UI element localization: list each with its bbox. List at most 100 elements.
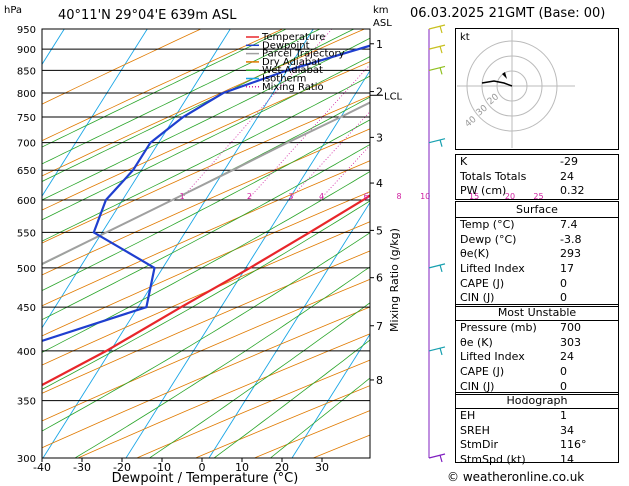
- hodograph-index-row: SREH 34: [456, 424, 618, 439]
- isotherm-line: [291, 333, 370, 458]
- most-unstable-row: Lifted Index 24: [456, 350, 618, 365]
- surface-label: Lifted Index: [460, 262, 525, 276]
- hodograph-index-label: StmDir: [460, 438, 499, 452]
- indices-top-box: K -29 Totals Totals 24 PW (cm) 0.32: [455, 154, 619, 201]
- plot-frame: [41, 28, 371, 459]
- surface-row: CIN (J) 0: [456, 291, 618, 306]
- most-unstable-value: 24: [560, 350, 574, 364]
- pressure-tick-label: 550: [17, 228, 36, 239]
- temperature-line: [42, 194, 370, 387]
- hodograph-indices-box: Hodograph EH 1 SREH 34 StmDir 116° StmSpd (kt)…: [455, 392, 619, 466]
- hodograph-kt-label: kt: [460, 32, 470, 43]
- pressure-tick-label: 900: [17, 45, 36, 56]
- lcl-label: LCL: [384, 91, 403, 102]
- dry-adiabat-line: [77, 333, 370, 458]
- mixing-ratio-tick-label: 25: [533, 192, 543, 201]
- most-unstable-label: Lifted Index: [460, 350, 525, 364]
- most-unstable-value: 0: [560, 379, 567, 393]
- wet-adiabat-line: [42, 119, 370, 292]
- hodograph-index-row: StmDir 116°: [456, 438, 618, 453]
- storm-motion-arrow: [502, 72, 507, 79]
- km-tick-label: 3: [376, 131, 383, 144]
- km-tick-label: 5: [376, 224, 383, 237]
- dry-adiabat-line: [42, 128, 370, 276]
- wind-barb-flag: [439, 347, 443, 356]
- dry-adiabat-line: [42, 250, 370, 394]
- hodograph-index-value: 116°: [560, 438, 587, 452]
- temp-tick-label: -20: [113, 461, 131, 474]
- wind-barb-flag: [439, 454, 443, 463]
- mixing-ratio-tick-label: 4: [319, 192, 324, 201]
- hodograph-index-row: EH 1: [456, 409, 618, 424]
- hodograph-index-value: 1: [560, 409, 567, 422]
- wet-adiabat-line: [42, 37, 370, 201]
- most-unstable-value: 303: [560, 335, 581, 349]
- dry-adiabat-line: [42, 95, 370, 244]
- most-unstable-box: Most Unstable Pressure (mb) 700 θe (K) 303 L…: [455, 304, 619, 396]
- temp-tick-label: 20: [275, 461, 289, 474]
- surface-label: CAPE (J): [460, 276, 505, 290]
- asl-label: ASL: [373, 18, 392, 29]
- index-value: 0.32: [560, 184, 585, 198]
- mixing-ratio-tick-label: 10: [420, 192, 430, 201]
- pressure-tick-label: 500: [17, 264, 36, 275]
- legend-label: Mixing Ratio: [262, 82, 324, 93]
- mixing-ratio-tick-label: 8: [397, 192, 402, 201]
- index-value: -29: [560, 155, 578, 168]
- wind-barb: [428, 44, 446, 50]
- most-unstable-value: 0: [560, 365, 567, 379]
- most-unstable-row: Pressure (mb) 700: [456, 321, 618, 336]
- mixing-ratio-tick-label: 3: [288, 192, 293, 201]
- legend-label: Wet Adiabat: [262, 65, 323, 76]
- hodograph-trace: [481, 80, 513, 87]
- surface-row: Temp (°C) 7.4: [456, 218, 618, 233]
- wind-barb-flag: [439, 25, 443, 34]
- mixing-ratio-tick-label: 1: [180, 192, 185, 201]
- surface-row: Lifted Index 17: [456, 262, 618, 277]
- surface-row: θe(K) 293: [456, 247, 618, 262]
- wind-barb: [428, 346, 446, 352]
- hodograph-index-value: 34: [560, 423, 574, 437]
- pressure-tick-label: 800: [17, 89, 36, 100]
- surface-row: CAPE (J) 0: [456, 277, 618, 292]
- index-label: K: [460, 155, 468, 168]
- dry-adiabat-line: [42, 306, 370, 449]
- wet-adiabat-line: [42, 144, 370, 321]
- parcel-trajectory-line: [42, 101, 370, 266]
- wet-adiabat-line: [42, 56, 370, 221]
- mixing-ratio-tick-label: 20: [505, 192, 515, 201]
- surface-label: θe(K): [460, 247, 490, 261]
- hodograph-index-label: SREH: [460, 423, 490, 437]
- km-tick-label: 7: [376, 320, 383, 333]
- most-unstable-value: 700: [560, 321, 581, 334]
- dry-adiabat-line: [42, 221, 370, 366]
- wet-adiabat-line: [74, 266, 370, 458]
- temp-tick-label: 0: [199, 461, 206, 474]
- location-title: 40°11'N 29°04'E 639m ASL: [58, 8, 237, 23]
- pressure-tick-label: 850: [17, 66, 36, 77]
- surface-value: 17: [560, 262, 574, 276]
- pressure-tick-label: 950: [17, 25, 36, 36]
- legend-label: Isotherm: [262, 74, 306, 85]
- wet-adiabat-line: [213, 339, 370, 458]
- isotherm-line: [42, 29, 231, 329]
- footer-credit: © weatheronline.co.uk: [447, 470, 585, 484]
- mixing-ratio-tick-label: 15: [469, 192, 479, 201]
- most-unstable-label: CIN (J): [460, 379, 495, 393]
- mixing-ratio-line: [319, 144, 370, 201]
- pressure-tick-label: 450: [17, 303, 36, 314]
- most-unstable-title: Most Unstable: [456, 305, 618, 321]
- km-tick-label: 1: [376, 38, 383, 51]
- wet-adiabat-line: [42, 200, 370, 390]
- most-unstable-row: θe (K) 303: [456, 336, 618, 351]
- isotherm-line: [42, 29, 148, 197]
- wind-barb: [428, 138, 446, 144]
- dry-adiabat-line: [42, 29, 283, 142]
- pressure-tick-label: 350: [17, 397, 36, 408]
- wet-adiabat-line: [42, 29, 321, 165]
- km-label: km: [373, 5, 389, 16]
- dry-adiabat-line: [42, 61, 370, 211]
- hodograph-index-label: EH: [460, 409, 476, 422]
- hodograph-index-row: StmSpd (kt) 14: [456, 453, 618, 468]
- wind-barb: [428, 24, 446, 30]
